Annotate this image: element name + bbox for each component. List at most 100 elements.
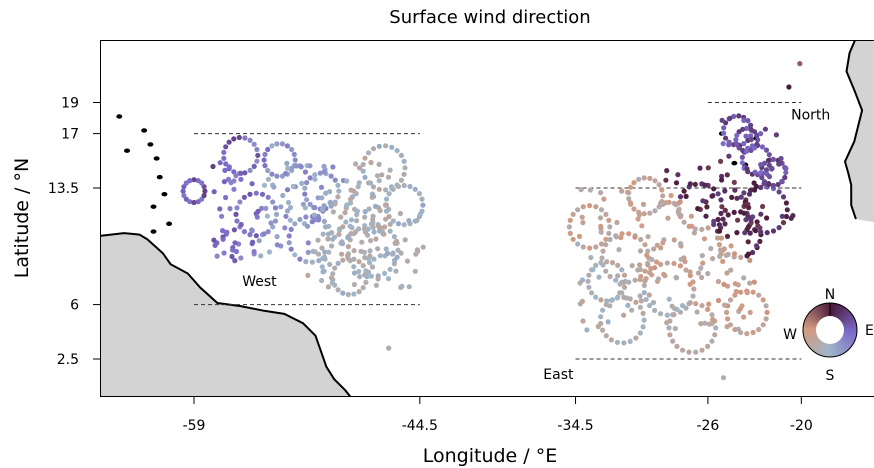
wind-point [758,131,764,137]
wind-point [254,146,260,153]
wind-point [280,192,286,199]
wind-point [621,284,628,290]
wind-point [753,228,759,234]
wind-point [376,161,382,167]
wind-point [419,196,425,202]
wind-point [693,349,699,355]
wind-point [330,271,336,277]
wind-point [741,210,747,216]
wind-point [217,160,223,166]
wind-point [589,290,595,296]
x-tick-label: -34.5 [557,418,593,434]
island-8 [150,229,157,234]
wind-point [783,200,790,206]
wind-point [335,287,341,293]
wind-point [598,241,605,247]
wind-point [631,206,637,212]
wind-point [725,212,731,218]
wind-point [360,285,366,291]
wind-point [739,154,746,160]
wind-point [627,338,633,344]
wind-point [348,231,354,237]
y-axis-label: Latitude / °N [11,158,33,278]
wind-point [256,238,262,244]
island-4 [156,174,163,180]
wind-point [700,198,706,204]
wind-point [647,175,653,181]
wind-point [675,172,681,178]
wind-point [734,230,740,236]
wind-point [763,147,770,153]
wind-point [354,218,360,224]
wind-point [721,281,727,287]
island-1 [141,128,148,133]
wind-point [629,307,635,313]
wind-point [360,263,366,269]
x-ticks: -59 -44.5 -34.5 -26 -20 [183,397,813,434]
wind-point [613,234,620,240]
wind-point [416,191,422,197]
wind-point [327,199,333,205]
wind-point [284,208,291,214]
wind-point [232,240,238,246]
wind-point [580,204,586,210]
wind-point [619,267,625,273]
wind-point [652,178,658,184]
wind-point [351,256,357,262]
land-south-america [100,233,351,397]
wind-point [762,126,769,132]
wind-point [745,239,751,245]
wind-point [253,190,259,196]
chart-title: Surface wind direction [389,7,590,28]
wind-point [356,289,362,295]
wind-point [320,231,326,237]
wind-point [251,249,257,255]
wind-point [687,281,693,287]
wind-point [336,188,342,194]
wind-point [187,199,193,205]
wind-point [760,297,766,303]
wind-point [247,191,253,197]
wind-point [575,207,581,213]
wind-point [366,206,372,212]
wind-point [387,221,393,227]
wind-point [242,170,248,176]
wind-point [719,117,725,123]
wind-point [234,205,240,211]
wind-point [307,201,313,207]
wind-point [754,219,760,225]
wind-point [287,217,293,223]
wind-point [356,268,362,275]
wind-point [716,242,723,248]
wind-point [713,325,719,331]
wind-point [641,282,647,289]
wind-point [392,257,398,263]
wind-point [699,303,705,309]
wind-point [367,248,373,254]
wind-point [770,156,776,162]
wind-point [274,234,280,240]
wind-point [374,173,381,179]
wind-point [748,126,754,132]
wind-point [587,187,594,193]
y-tick-label: 17 [61,127,79,143]
wind-point [600,248,606,254]
wind-point [628,184,634,190]
wind-point [373,282,379,288]
wind-point [307,163,313,169]
wind-point [587,245,593,251]
wind-point [385,250,391,256]
wind-point [323,190,329,196]
wind-point [584,327,590,333]
wind-point [759,174,765,181]
wind-point [214,253,220,259]
wind-point [647,302,653,309]
wind-point [747,280,753,286]
wind-point [220,228,226,234]
wind-point [302,191,308,197]
wind-point [643,296,649,303]
wind-point [304,223,311,229]
wind-point [723,135,729,141]
wind-point [348,217,355,223]
wind-point [340,224,346,230]
